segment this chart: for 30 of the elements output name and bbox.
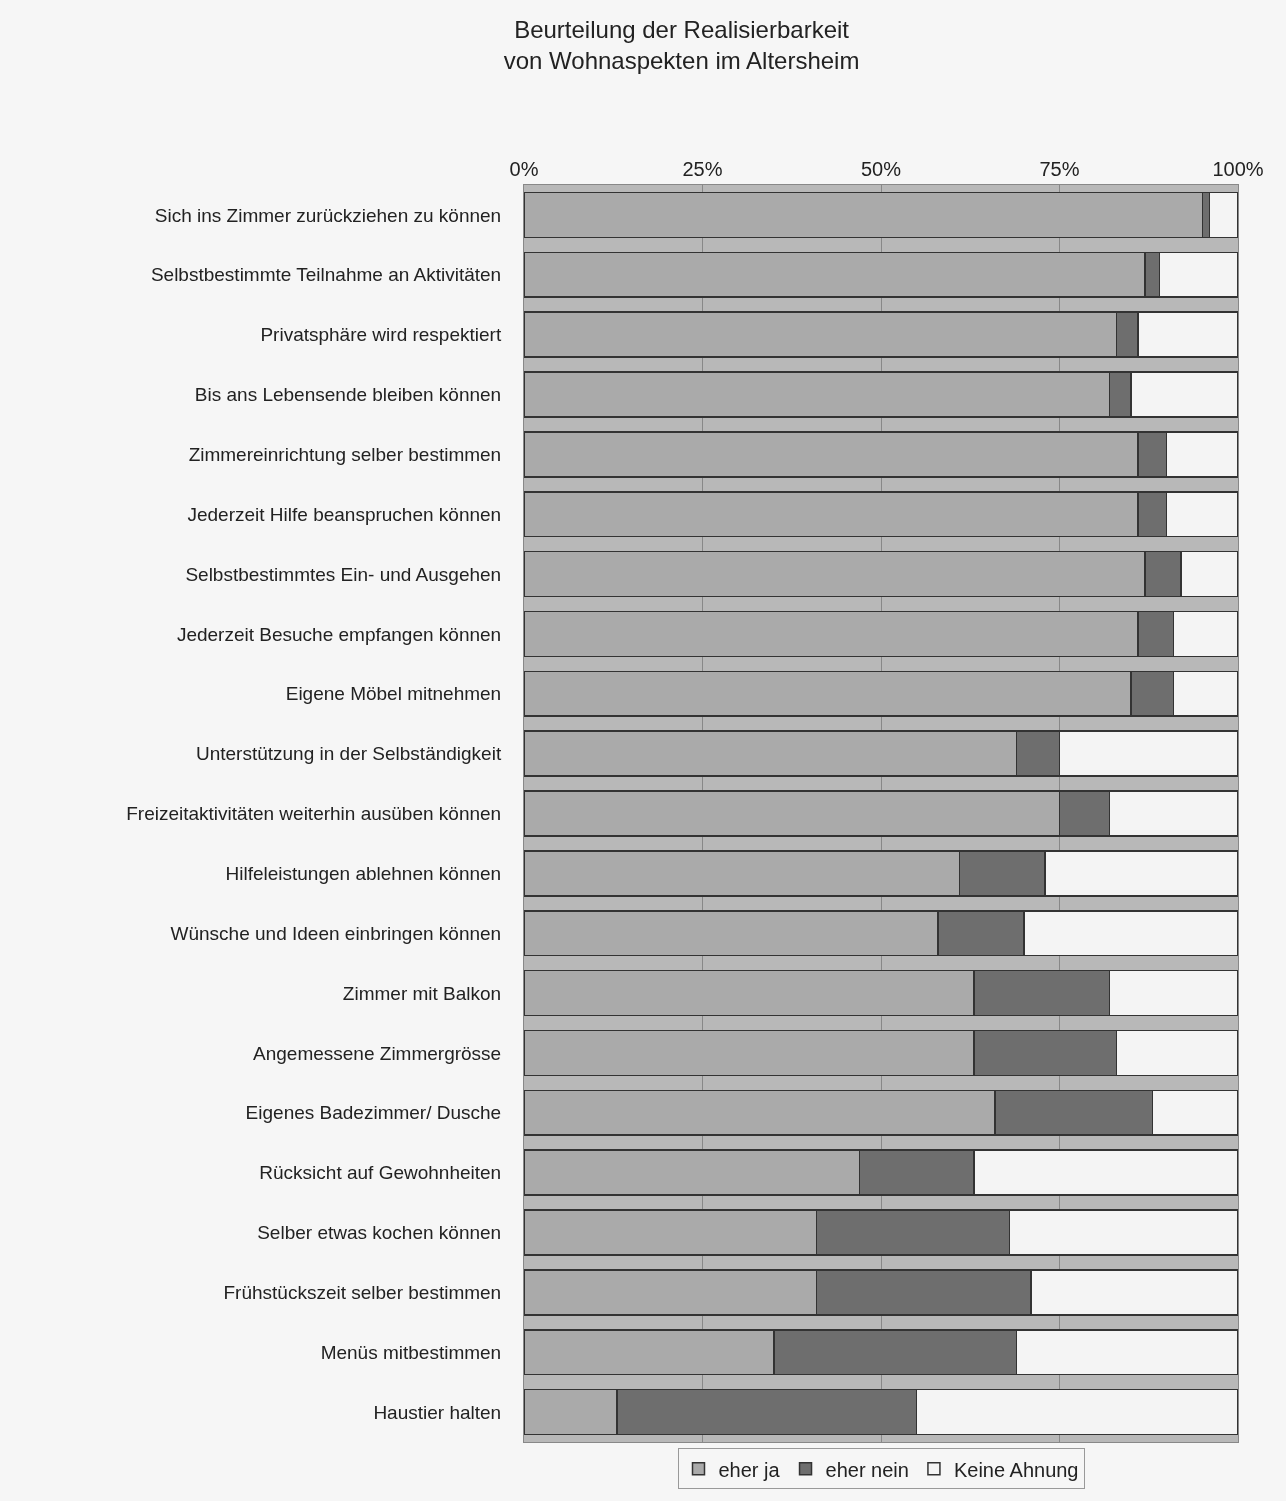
y-tick-label: Selber etwas kochen können [257,1222,502,1244]
y-tick-label: Wünsche und Ideen einbringen können [170,922,502,944]
chart-title: Beurteilung der Realisierbarkeit von Wohnaspekten im Altersheim [503,15,860,74]
x-tick-label: 50% [860,158,902,180]
y-tick-label: Zimmereinrichtung selber bestimmen [188,444,502,466]
y-tick-label: Unterstützung in der Selbständigkeit [195,743,502,765]
y-tick-label: Haustier halten [373,1401,502,1423]
x-tick-label: 0% [509,158,539,180]
y-tick-label: Jederzeit Besuche empfangen können [176,623,502,645]
y-tick-label: Jederzeit Hilfe beanspruchen können [187,503,502,525]
y-tick-label: Frühstückszeit selber bestimmen [223,1282,502,1304]
legend-label: eher nein [825,1458,909,1481]
y-tick-label: Zimmer mit Balkon [342,982,502,1004]
y-tick-label: Sich ins Zimmer zurückziehen zu können [154,204,502,226]
y-tick-label: Freizeitaktivitäten weiterhin ausüben können [126,803,502,825]
x-tick-label: 75% [1039,158,1080,180]
y-tick-label: Selbstbestimmtes Ein- und Ausgehen [185,563,502,585]
y-tick-label: Selbstbestimmte Teilnahme an Aktivitäten [150,264,502,286]
y-tick-label: Menüs mitbestimmen [320,1341,502,1363]
legend-label: Keine Ahnung [953,1458,1079,1481]
y-tick-label: Hilfeleistungen ablehnen können [225,863,502,885]
y-tick-label: Eigenes Badezimmer/ Dusche [245,1102,502,1124]
y-tick-label: Privatsphäre wird respektiert [260,324,502,346]
y-tick-label: Rücksicht auf Gewohnheiten [259,1162,502,1184]
y-tick-label: Angemessene Zimmergrösse [253,1042,502,1064]
x-tick-label: 100% [1212,158,1264,180]
y-tick-label: Bis ans Lebensende bleiben können [194,384,502,406]
y-tick-label: Eigene Möbel mitnehmen [285,683,502,705]
x-tick-label: 25% [682,158,723,180]
legend-label: eher ja [718,1458,781,1481]
